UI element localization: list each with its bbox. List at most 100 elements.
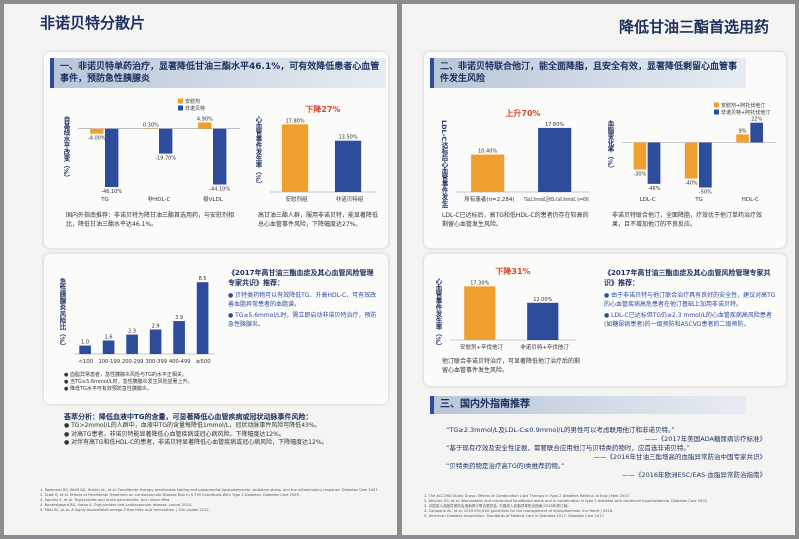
chart: 心血管事件发生率（%） 17.30% 12.00% 安慰剂+辛伐他汀 非诺贝特+辛伐他汀…: [434, 266, 576, 351]
legend-label: 安慰剂: [185, 98, 200, 105]
legend-label: 非诺贝特+阿托伐他汀: [721, 109, 770, 116]
x-tick-label: 安慰剂+辛伐他汀: [460, 343, 504, 351]
annotation: 下降27%: [305, 104, 340, 114]
bar: [471, 154, 505, 192]
bar: [538, 127, 572, 192]
analysis-item: ● 对伴有高TG和低HDL-C的患者，非诺贝特显著降低心血管疾病或冠心病风险，下…: [64, 439, 328, 446]
guide-title: 《2017年高甘油三酯血症及其心血管风险管理专家共识》推荐：: [228, 269, 374, 287]
bar: [633, 142, 647, 170]
x-tick-label: TG: [100, 197, 109, 203]
value-label: -46%: [648, 186, 661, 192]
ref: 3. Sandhu S, et al. Triglycerides and ac…: [40, 498, 171, 502]
bar: [90, 128, 104, 134]
value-label: -19.70%: [155, 156, 176, 162]
left-header: 非诺贝特分散片: [40, 14, 146, 32]
bar: [196, 282, 209, 354]
section-title: 二、非诺贝特联合他汀，能全面降脂，且安全有效，显著降低剩留心血管事件发生风险: [430, 58, 746, 88]
section-box: [44, 254, 388, 404]
value-label: -44.10%: [209, 187, 230, 193]
x-tick-label: ≥500: [196, 359, 212, 365]
bar: [102, 340, 115, 354]
value-label: 3.9: [175, 315, 183, 321]
references: 1. The ACCORD Study Group. Effects of Co…: [424, 494, 774, 519]
legend-swatch: [178, 105, 183, 111]
guide-title: 《2017年高甘油三酯血症及其心血管风险管理专家共识》推荐：: [604, 269, 771, 287]
chart: 急性胰腺炎风险比（%） 1.0 1.6 2.3 2.9 3.9 8.5 <100 100-199…: [58, 276, 215, 365]
y-axis-label: 心血管事件发生率（%）: [254, 115, 263, 188]
value-label: -46.10%: [101, 189, 122, 195]
x-tick-label: HDL-C: [742, 197, 759, 203]
y-axis-label: 急性胰腺炎风险比（%）: [58, 277, 67, 350]
bar: [79, 345, 91, 354]
bar: [699, 142, 712, 188]
bar: [173, 321, 185, 354]
value-label: 13.50%: [339, 135, 358, 141]
analysis: 荟萃分析：降低血液中TG的含量，可显著降低心血管疾病或冠状动脉事件风险： ● T…: [64, 412, 384, 448]
bar: [736, 134, 749, 143]
x-tick-label: TG: [694, 197, 703, 203]
analysis-item: ● TG>2mmol/L的人群中，血液中TG的含量每降低1mmol/L，冠状动脉…: [64, 422, 321, 429]
caption: 国内外指南推荐：非诺贝特为降甘油三酯首选用药，与安慰剂相比，降低甘油三酯水平达4…: [66, 212, 235, 228]
y-axis-label: 心血管事件发生率（%）: [434, 277, 443, 350]
x-tick-label: 200-299: [122, 359, 144, 365]
section-title: 三、国内外指南推荐: [430, 396, 746, 414]
bar: [750, 122, 764, 143]
bar: [647, 142, 661, 184]
guide-text: “贝特类药物是治疗高TG的Ⅰ类推荐药物。”: [446, 462, 565, 470]
value-label: 17.80%: [286, 118, 305, 124]
value-label: 4.90%: [197, 116, 213, 122]
value-label: -40%: [685, 181, 698, 187]
ref: 4. Nordestgaard BG, Varbo A. Triglycerid…: [40, 503, 193, 507]
bar: [159, 128, 173, 154]
references: 1. Rosenson RS, Wolff DA, Huskin AL, et …: [40, 488, 380, 513]
bar: [126, 334, 138, 354]
bar: [198, 122, 212, 129]
x-tick-label: 300-399: [146, 359, 168, 365]
caption: LDL-C已达标后，高TG和低HDL-C的患者仍存在较高的剩留心血管发生风险。: [442, 212, 589, 228]
bar: [464, 286, 496, 340]
ref: 5. Maki KC, et al. A highly bioavailable…: [40, 508, 210, 512]
annotation: 下降31%: [495, 266, 530, 276]
caption: 高甘油三酯人群，服用非诺贝特，能显著降低总心血管事件风险，下降幅度达27%。: [258, 212, 379, 228]
ref: 2. Scott R, et al. Effects of Fenofibrat…: [40, 493, 300, 497]
ref: 1. Rosenson RS, Wolff DA, Huskin AL, et …: [40, 488, 379, 492]
note: ● 当TG≥5.6mmol/L时，急性胰腺炎发生风险显著上升。: [64, 379, 193, 385]
caption: 非诺贝特联合他汀，全面降脂，疗效优于他汀单药治疗效果，且不增加他汀的不良反应。: [612, 212, 763, 228]
value-label: -4.00%: [88, 136, 106, 142]
bar: [281, 124, 309, 192]
guide-text: “TG≥2.3mmol/L及LDL-C≤0.9mmol/L的男性可以考虑联用他汀…: [446, 426, 675, 434]
caption: 他汀联合非诺贝特治疗，可显著降低他汀治疗后的剩留心血管事件发生风险。: [442, 358, 581, 374]
x-tick-label: 安慰剂组: [285, 195, 308, 203]
ref: 1. The ACCORD Study Group. Effects of Co…: [424, 494, 630, 498]
x-tick-label: 非诺贝特+辛伐他汀: [520, 343, 569, 351]
value-label: -30%: [633, 172, 646, 178]
ref: 4. Catapano AL, et al. 2016 ESC/EAS guid…: [424, 509, 614, 513]
x-tick-label: TG≥2.3mmol/L且HDL-C≤0.9mmol/L (n=456): [523, 196, 589, 203]
guide-item: ● 贝特类药物可以有效降低TG、升高HDL-C，可有效改善血脂异常患者的血脂谱。: [228, 292, 377, 308]
value-label: 2.9: [152, 324, 160, 330]
legend-swatch: [714, 102, 719, 108]
note: ● 血脂异常患者，急性胰腺炎风险与TG的水平正相关。: [64, 372, 187, 378]
analysis-item: ● 对高TG患者，非诺贝特能显著降低心血管疾病或冠心病风险，下降幅度达12%。: [64, 430, 285, 438]
annotation: 上升70%: [505, 108, 540, 118]
value-label: 17.30%: [470, 280, 489, 286]
x-tick-label: 所有患者(n=2,284): [464, 195, 514, 203]
x-tick-label: 非诺贝特组: [336, 195, 364, 203]
guides: “TG≥2.3mmol/L及LDL-C≤0.9mmol/L的男性可以考虑联用他汀…: [446, 426, 766, 480]
right-header: 降低甘油三酯首选用药: [618, 18, 769, 36]
legend-swatch: [178, 98, 183, 104]
legend-label: 非诺贝特: [185, 105, 205, 112]
value-label: 0.30%: [143, 122, 159, 128]
ref: 3. 中国成人血脂异常防治指南修订联合委员会. 中国成人血脂异常防治指南(201…: [424, 504, 570, 508]
guide-item: ● TG≥5.6mmol/L时，需立即启动非诺贝特治疗，预防急性胰腺炎。: [228, 312, 377, 328]
x-tick-label: 100-199: [99, 359, 121, 365]
bar: [334, 140, 362, 192]
x-tick-label: LDL-C: [640, 197, 656, 203]
notes: ● 血脂异常患者，急性胰腺炎风险与TG的水平正相关。 ● 当TG≥5.6mmol…: [64, 372, 214, 393]
chart: 自基线水平改变（%） -4.00% 0.30% 4.90% -46.10% -19.70%…: [62, 98, 240, 203]
value-label: 1.0: [81, 340, 89, 346]
guide-item: ● LDL-C已达标但TG仍≥2.3 mmol/L的心血管疾病高风险患者(如糖尿…: [604, 312, 772, 328]
section-title: 一、非诺贝特单药治疗，显著降低甘油三酯水平46.1%，可有效降低患者心血管事件，…: [50, 58, 386, 88]
guide-text: “基于现有疗效及安全性证据，需要联合应用他汀与贝特类药物时，应首选非诺贝特。”: [446, 444, 690, 452]
value-label: 9%: [739, 128, 747, 134]
